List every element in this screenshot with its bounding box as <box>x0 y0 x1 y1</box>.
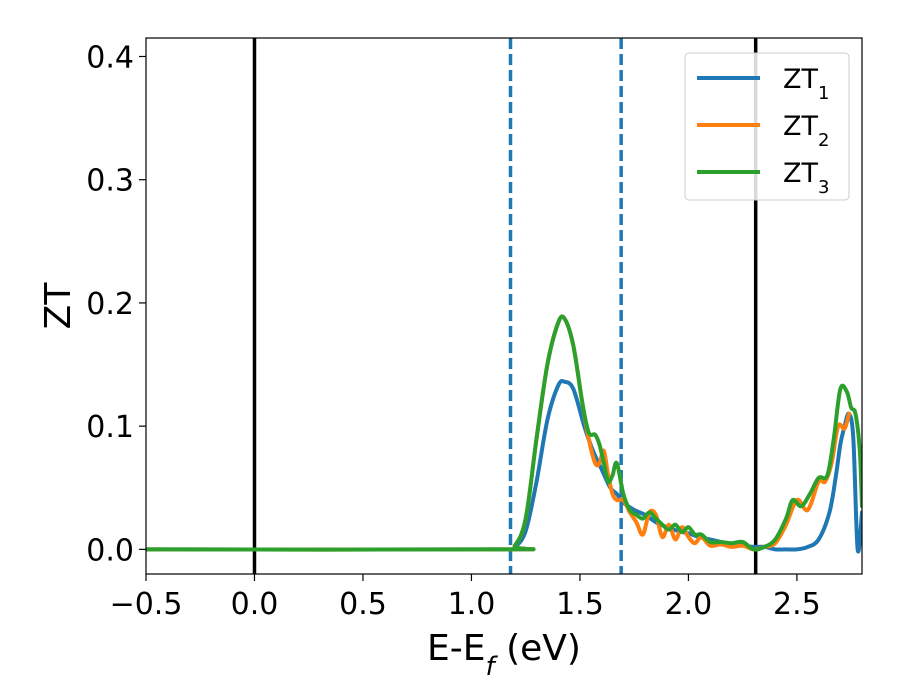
y-tick-label: 0.0 <box>86 533 134 568</box>
plot-frame <box>145 37 863 575</box>
y-tick-label: 0.2 <box>86 287 134 322</box>
y-tick-label: 0.3 <box>86 164 134 199</box>
legend-label-zt1: ZT1 <box>783 64 829 104</box>
series-group <box>146 314 862 554</box>
legend-box <box>684 52 850 201</box>
legend-label-zt2: ZT2 <box>783 111 829 151</box>
x-tick-label: 1.5 <box>556 587 604 622</box>
x-tick-label: 0.5 <box>339 587 387 622</box>
series-line-zt3 <box>146 314 862 552</box>
x-tick-label: −0.5 <box>110 587 183 622</box>
y-tick-label: 0.1 <box>86 410 134 445</box>
legend: ZT1 ZT2 ZT3 <box>684 52 850 201</box>
y-tick-label: 0.4 <box>86 40 134 75</box>
x-axis-ticks: −0.5 0.0 0.5 1.0 1.5 2.0 2.5 <box>110 574 821 622</box>
x-tick-label: 2.5 <box>773 587 821 622</box>
y-axis-label: ZT <box>38 282 79 330</box>
legend-label-zt3: ZT3 <box>783 158 829 198</box>
x-axis-label: E-Ef (eV) <box>427 628 581 682</box>
x-tick-label: 1.0 <box>448 587 496 622</box>
x-tick-label: 2.0 <box>665 587 713 622</box>
y-axis-ticks: 0.0 0.1 0.2 0.3 0.4 <box>86 40 146 568</box>
x-tick-label: 0.0 <box>231 587 279 622</box>
reference-lines <box>252 38 758 574</box>
series-line-zt2 <box>146 314 851 552</box>
